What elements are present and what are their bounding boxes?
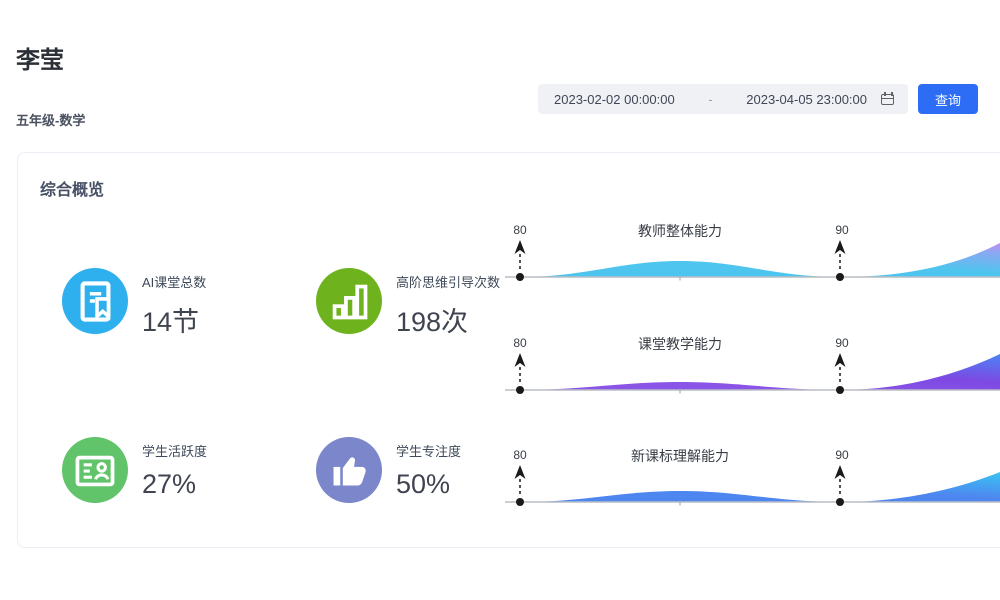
svg-text:80: 80 xyxy=(513,223,527,237)
stat-value: 14节 xyxy=(142,307,200,337)
stat-label: 学生专注度 xyxy=(396,444,462,459)
stat-card-ai-lessons: AI课堂总数 14节 xyxy=(62,268,206,339)
stat-card-higher-order-thinking: 高阶思维引导次数 198次 xyxy=(316,268,500,339)
ability-wave xyxy=(520,354,1000,390)
stat-value: 198次 xyxy=(396,307,469,337)
stat-label: 高阶思维引导次数 xyxy=(396,275,501,290)
marker-80: 80 xyxy=(513,223,527,281)
stat-card-student-activity: 学生活跃度 27% xyxy=(62,437,207,503)
date-range-picker[interactable]: 2023-02-02 00:00:00 - 2023-04-05 23:00:0… xyxy=(538,84,908,114)
svg-text:80: 80 xyxy=(513,448,527,462)
certificate-icon xyxy=(62,268,128,334)
date-range-separator: - xyxy=(708,91,713,107)
id-card-icon xyxy=(62,437,128,503)
end-datetime-value[interactable]: 2023-04-05 23:00:00 xyxy=(746,91,867,107)
marker-90: 90 xyxy=(834,448,849,506)
marker-80: 80 xyxy=(513,336,527,394)
ability-wave xyxy=(520,472,1000,502)
stat-value: 27% xyxy=(142,469,197,499)
query-button[interactable]: 查询 xyxy=(918,84,978,114)
grade-subject-subtitle: 五年级-数学 xyxy=(16,113,86,128)
chart-title: 教师整体能力 xyxy=(638,223,722,239)
stat-card-student-focus: 学生专注度 50% xyxy=(316,437,461,503)
svg-text:90: 90 xyxy=(835,336,849,350)
marker-90: 90 xyxy=(834,223,849,281)
overview-card xyxy=(17,152,1000,548)
svg-text:90: 90 xyxy=(835,448,849,462)
marker-80: 80 xyxy=(513,448,527,506)
ability-chart-teaching: 课堂教学能力 80 90 xyxy=(505,332,1000,398)
stat-value: 50% xyxy=(396,469,451,499)
stat-label: AI课堂总数 xyxy=(142,275,207,290)
marker-90: 90 xyxy=(834,336,849,394)
section-title-overview: 综合概览 xyxy=(40,182,105,199)
ability-wave xyxy=(520,243,1000,277)
start-datetime-value[interactable]: 2023-02-02 00:00:00 xyxy=(554,91,675,107)
stat-label: 学生活跃度 xyxy=(142,444,208,459)
calendar-icon[interactable] xyxy=(881,91,896,107)
chart-title: 课堂教学能力 xyxy=(638,336,722,352)
thumbs-up-icon xyxy=(316,437,382,503)
ability-chart-curriculum: 新课标理解能力 80 90 xyxy=(505,444,1000,510)
page-title: 李莹 xyxy=(16,47,64,74)
svg-text:80: 80 xyxy=(513,336,527,350)
chart-title: 新课标理解能力 xyxy=(631,448,729,464)
ability-chart-overall: 教师整体能力 80 90 xyxy=(505,219,1000,285)
svg-text:90: 90 xyxy=(835,223,849,237)
bar-chart-icon xyxy=(316,268,382,334)
